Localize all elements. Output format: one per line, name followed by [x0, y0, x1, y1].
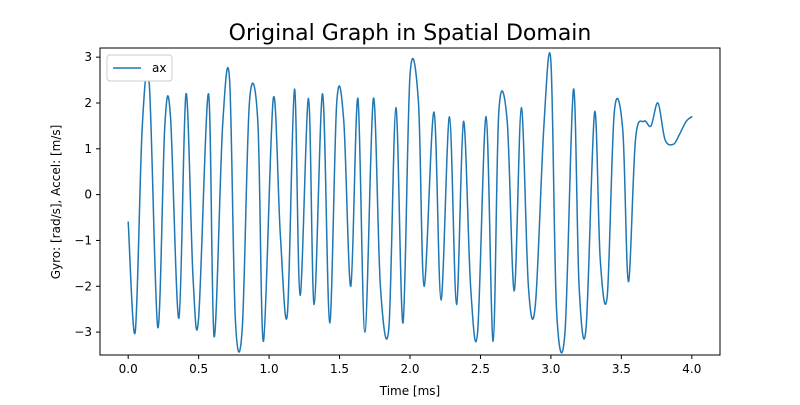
y-tick-label: −1	[74, 233, 92, 247]
x-tick-label: 3.0	[541, 362, 560, 376]
x-tick-label: 0.5	[189, 362, 208, 376]
series-line-ax	[127, 52, 693, 354]
y-tick-label: 3	[84, 50, 92, 64]
y-tick-label: −2	[74, 279, 92, 293]
y-tick-label: 1	[84, 142, 92, 156]
x-axis: 0.0 0.5 1.0 1.5 2.0 2.5 3.0 3.5 4.0	[119, 355, 701, 376]
y-tick-label: 2	[84, 96, 92, 110]
legend: ax	[106, 54, 173, 82]
x-tick-label: 1.0	[260, 362, 279, 376]
chart-title: Original Graph in Spatial Domain	[229, 21, 592, 46]
x-tick-label: 1.5	[330, 362, 349, 376]
x-tick-label: 0.0	[119, 362, 138, 376]
y-axis: −3 −2 −1 0 1 2 3	[74, 50, 100, 339]
x-tick-label: 3.5	[612, 362, 631, 376]
y-tick-label: 0	[84, 188, 92, 202]
x-tick-label: 2.0	[400, 362, 419, 376]
x-axis-label: Time [ms]	[379, 384, 441, 398]
x-tick-label: 2.5	[471, 362, 490, 376]
y-axis-label: Gyro: [rad/s], Accel: [m/s]	[49, 125, 63, 280]
x-tick-label: 4.0	[682, 362, 701, 376]
y-tick-label: −3	[74, 325, 92, 339]
legend-label-ax: ax	[152, 61, 166, 75]
